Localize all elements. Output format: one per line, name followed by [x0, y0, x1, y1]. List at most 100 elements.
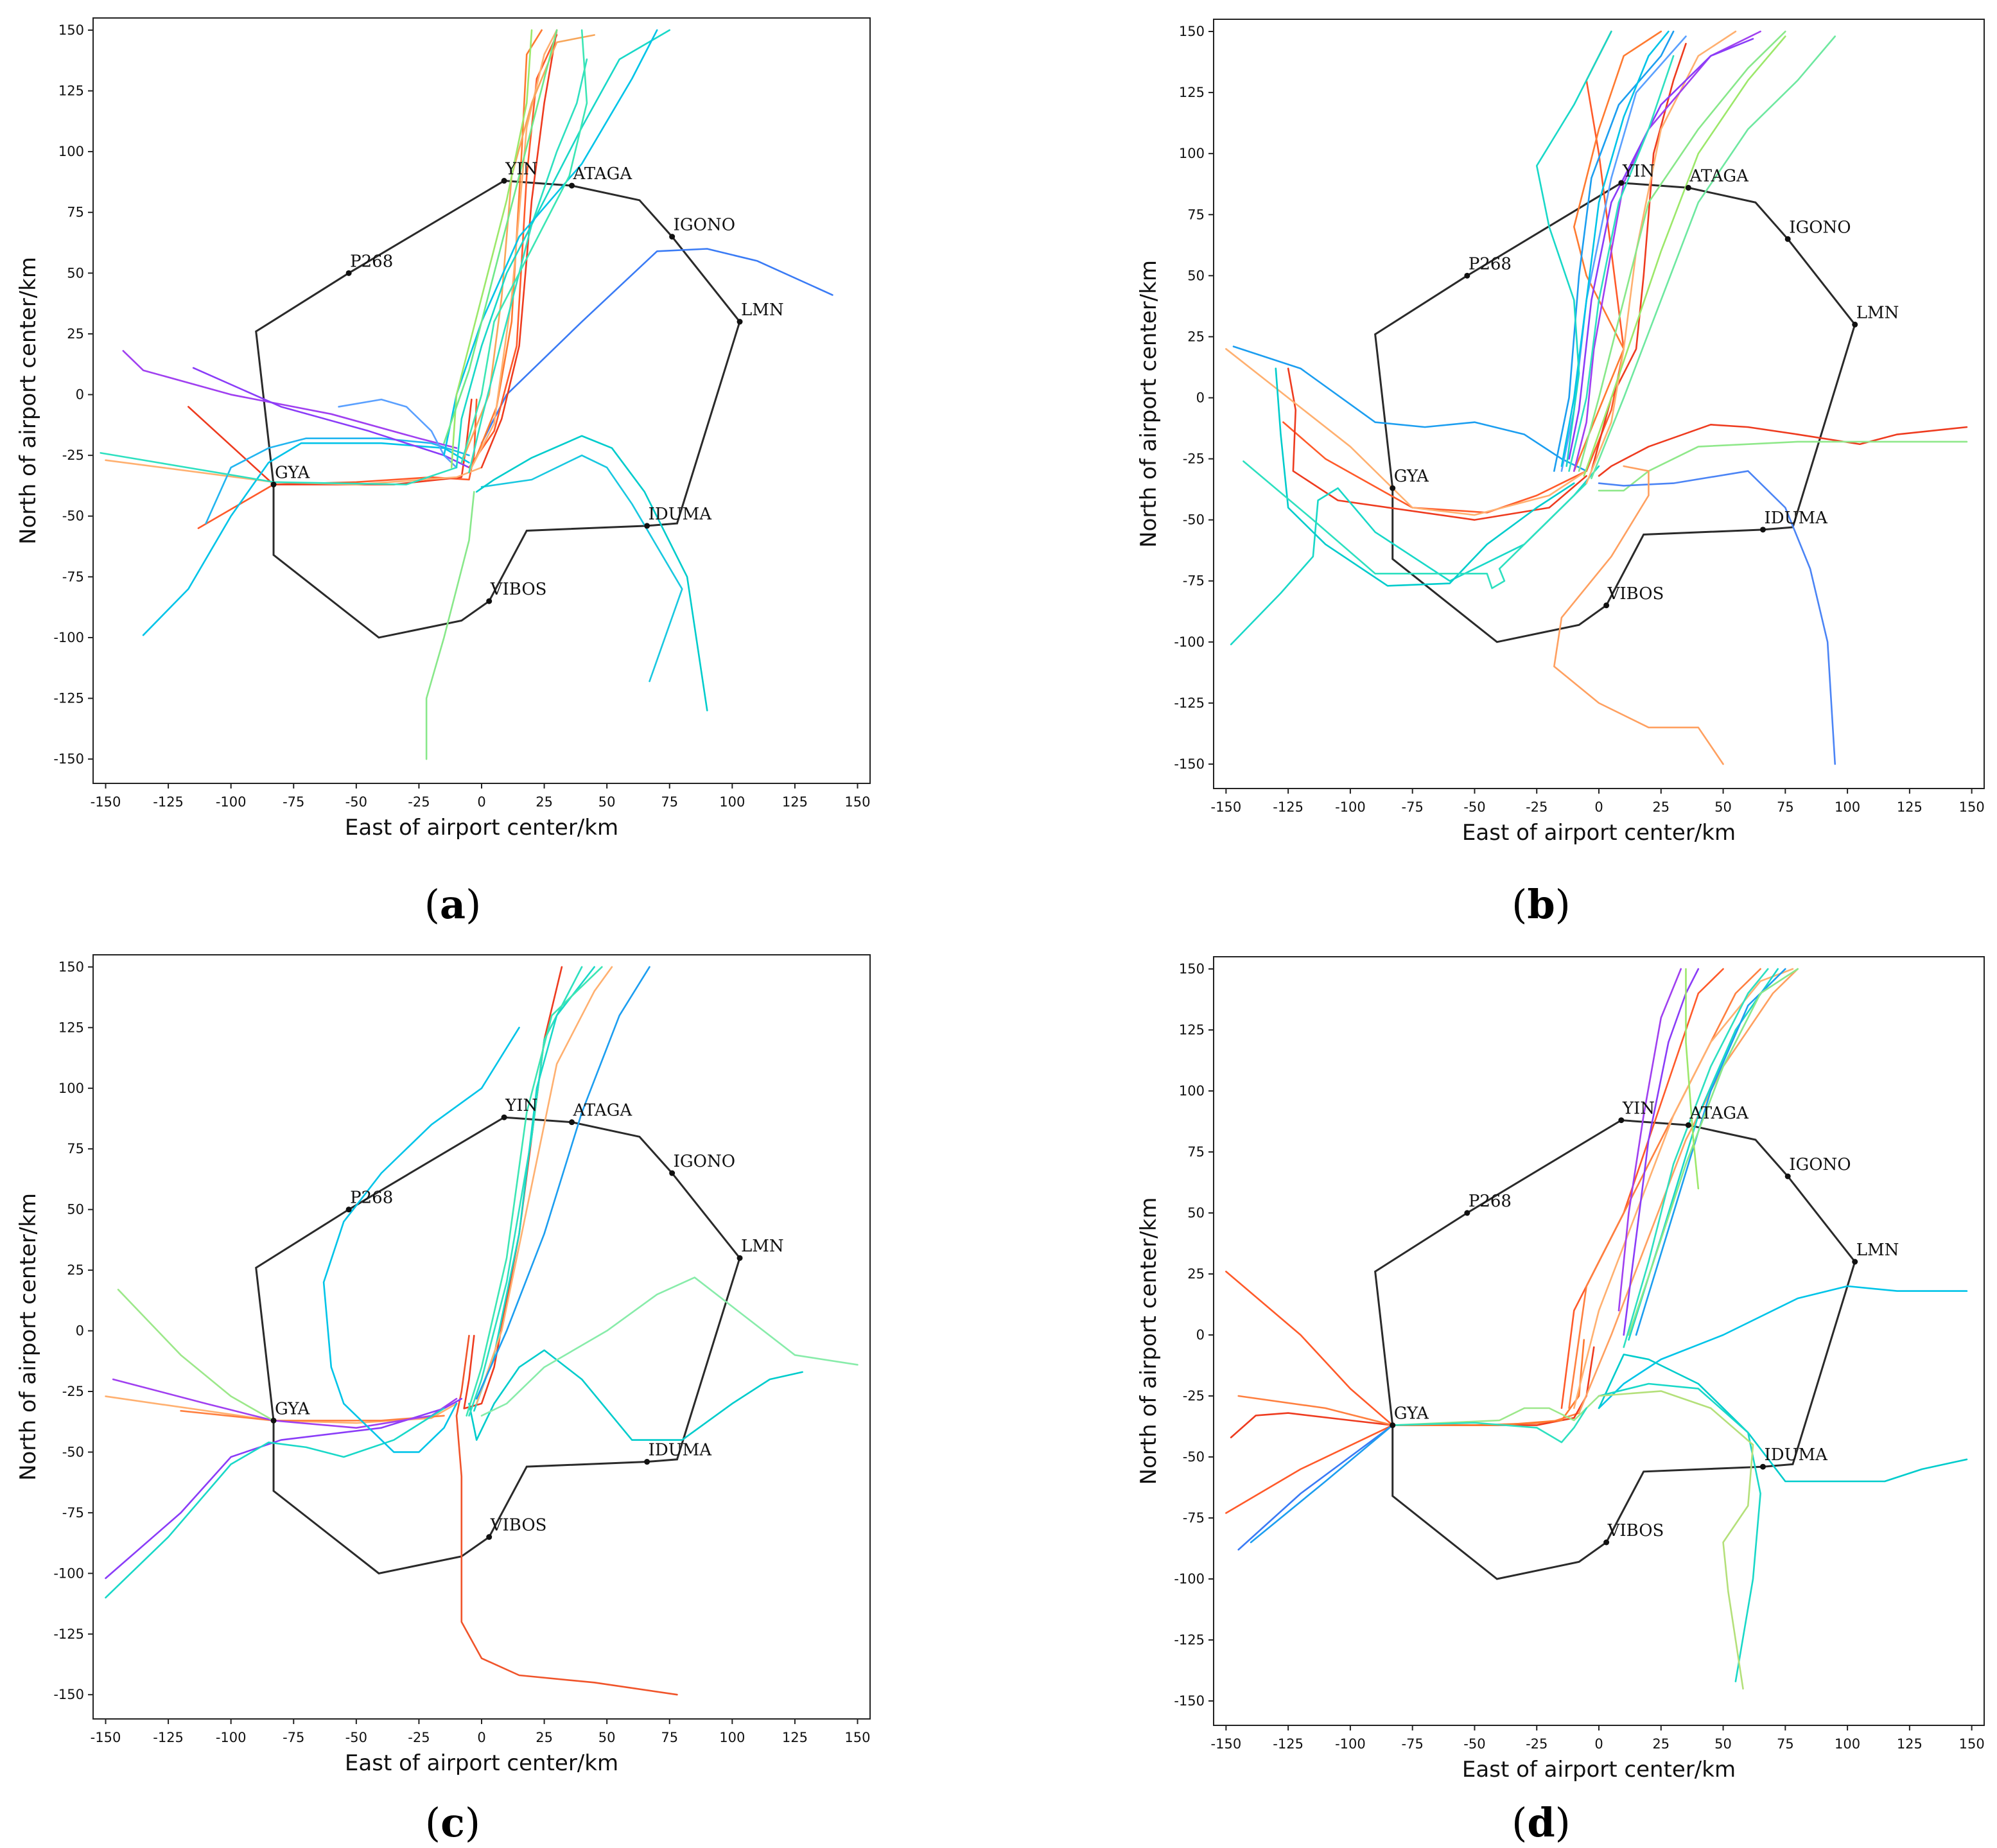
x-tick-label: -125: [153, 1730, 184, 1745]
waypoint-ataga-label: ATAGA: [573, 1101, 633, 1120]
trajectory-b8: [1598, 424, 1968, 477]
y-tick-label: -150: [53, 1687, 84, 1702]
panel-label: (c): [425, 1799, 480, 1846]
trajectory-a23: [443, 29, 558, 444]
y-tick-label: -50: [1183, 512, 1205, 528]
y-tick-label: -150: [1174, 1693, 1205, 1709]
trajectory-b25: [1591, 35, 1836, 480]
trajectory-c15: [475, 966, 650, 1400]
trajectory-d18: [1578, 968, 1799, 1414]
trajectory-d24: [1628, 968, 1799, 1336]
waypoint-yin-marker: [501, 178, 507, 184]
terminal-boundary: [255, 180, 741, 639]
trajectory-b11: [1553, 465, 1724, 765]
y-tick-label: -75: [62, 1505, 84, 1521]
y-tick-label: 125: [1179, 85, 1205, 100]
x-tick-label: 100: [1835, 799, 1860, 815]
x-tick-label: 25: [536, 794, 553, 810]
trajectory-b2: [1287, 367, 1587, 521]
waypoint-lmn-marker: [737, 318, 743, 325]
trajectory-d9: [1391, 1395, 1600, 1426]
waypoint-iduma-label: IDUMA: [649, 505, 713, 524]
waypoint-yin-marker: [501, 1114, 507, 1120]
waypoint-lmn-label: LMN: [741, 301, 784, 320]
trajectory-a3: [105, 459, 483, 485]
y-tick-label: 150: [1179, 961, 1205, 977]
waypoint-gya-label: GYA: [1394, 1404, 1429, 1424]
y-tick-label: -125: [1174, 695, 1205, 711]
x-tick-label: -75: [283, 1730, 304, 1745]
trajectory-a15: [480, 29, 558, 469]
y-tick-label: 75: [1187, 1144, 1205, 1160]
x-tick-label: 0: [477, 794, 485, 810]
waypoint-igono-marker: [669, 1170, 676, 1176]
waypoint-igono-marker: [1784, 236, 1791, 242]
waypoint-ataga-label: ATAGA: [573, 164, 633, 184]
waypoint-vibos-label: VIBOS: [1607, 1521, 1664, 1540]
trajectory-b22: [1568, 55, 1675, 472]
y-tick-label: 125: [58, 83, 84, 99]
panel-2: -150 -150 -125 -125 -100 -100 -75 -75 -50 -50 -25 -…: [1136, 19, 1985, 928]
x-tick-label: -50: [345, 1730, 367, 1745]
panel-label: (b): [1512, 881, 1571, 928]
waypoint-iduma-marker: [1759, 1463, 1766, 1470]
trajectory-b4: [1232, 345, 1587, 472]
y-tick-label: 25: [67, 326, 84, 342]
trajectory-c9: [322, 1027, 520, 1453]
trajectory-d25: [1685, 968, 1700, 1190]
y-tick-label: 50: [1187, 268, 1205, 283]
trajectory-c8: [117, 1289, 275, 1422]
trajectories: [105, 966, 859, 1696]
trajectory-b24: [1583, 35, 1786, 477]
trajectory-b7: [1243, 460, 1587, 589]
y-axis-label: North of airport center/km: [1136, 260, 1162, 548]
x-tick-label: -150: [1211, 1736, 1242, 1752]
x-tick-label: -75: [1402, 799, 1424, 815]
x-tick-label: 50: [1714, 1736, 1732, 1752]
y-tick-label: 0: [1196, 1327, 1205, 1343]
y-tick-label: 150: [1179, 24, 1205, 39]
trajectory-d5: [1237, 1424, 1394, 1551]
waypoint-lmn-label: LMN: [741, 1237, 784, 1256]
waypoint-vibos-marker: [486, 598, 493, 604]
y-tick-label: -25: [1183, 451, 1205, 467]
waypoint-vibos-marker: [1603, 602, 1610, 609]
panel-label: (d): [1512, 1799, 1571, 1846]
y-tick-label: 125: [1179, 1022, 1205, 1038]
x-tick-label: 50: [598, 1730, 616, 1745]
waypoint-gya-marker: [270, 482, 277, 488]
x-tick-label: -100: [216, 1730, 247, 1745]
y-tick-label: -25: [62, 1384, 84, 1399]
trajectory-d8: [1391, 1339, 1585, 1426]
x-tick-label: 150: [844, 794, 870, 810]
y-tick-label: 100: [1179, 1083, 1205, 1099]
waypoint-gya-label: GYA: [1394, 467, 1429, 486]
waypoint-vibos-marker: [486, 1534, 493, 1540]
y-tick-label: 150: [58, 22, 84, 38]
x-tick-label: 100: [1835, 1736, 1860, 1752]
x-tick-label: -125: [1273, 799, 1304, 815]
y-tick-label: -75: [1183, 573, 1205, 589]
x-tick-label: -75: [1402, 1736, 1424, 1752]
trajectory-a4: [142, 442, 470, 636]
y-tick-label: 75: [1187, 207, 1205, 222]
trajectory-c7: [105, 1408, 445, 1599]
trajectory-d20: [1618, 968, 1682, 1312]
y-axis-label: North of airport center/km: [15, 257, 41, 545]
trajectory-d6: [1250, 1424, 1394, 1544]
trajectory-b14: [1573, 30, 1662, 472]
trajectory-c11: [480, 1277, 859, 1417]
terminal-boundary: [1374, 182, 1856, 643]
y-tick-label: 25: [67, 1262, 84, 1278]
trajectory-a20: [455, 29, 671, 469]
trajectory-d19: [1623, 968, 1700, 1336]
waypoint-gya-label: GYA: [275, 464, 310, 483]
y-tick-label: -75: [62, 569, 84, 584]
x-tick-label: 0: [1594, 799, 1603, 815]
plot-frame: [92, 17, 871, 784]
x-tick-label: 125: [782, 1730, 808, 1745]
y-tick-label: -50: [62, 509, 84, 524]
trajectory-d16: [1568, 968, 1761, 1409]
x-tick-label: 50: [598, 794, 616, 810]
y-tick-label: -25: [62, 448, 84, 463]
